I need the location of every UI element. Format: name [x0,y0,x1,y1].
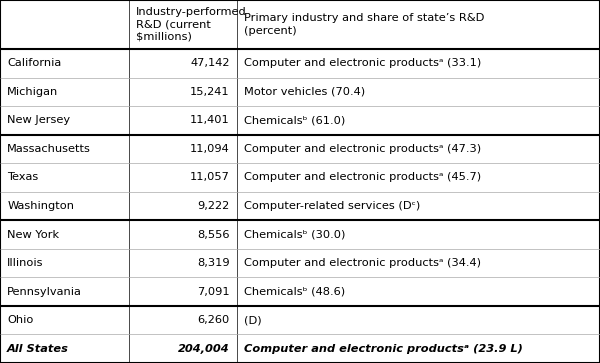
Text: Pennsylvania: Pennsylvania [7,287,82,297]
Text: New Jersey: New Jersey [7,115,70,125]
Text: Chemicalsᵇ (30.0): Chemicalsᵇ (30.0) [244,229,346,240]
Text: 9,222: 9,222 [197,201,230,211]
Text: 11,401: 11,401 [190,115,230,125]
Text: 8,319: 8,319 [197,258,230,268]
Text: 8,556: 8,556 [197,229,230,240]
Text: New York: New York [7,229,59,240]
Text: 204,004: 204,004 [178,344,230,354]
Text: Computer and electronic productsᵃ (23.9 L): Computer and electronic productsᵃ (23.9 … [244,344,523,354]
Text: (D): (D) [244,315,262,325]
Text: Motor vehicles (70.4): Motor vehicles (70.4) [244,87,365,97]
Text: 11,057: 11,057 [190,172,230,183]
Text: Michigan: Michigan [7,87,58,97]
Text: All States: All States [7,344,69,354]
Text: Primary industry and share of state’s R&D
(percent): Primary industry and share of state’s R&… [244,13,485,36]
Text: Massachusetts: Massachusetts [7,144,91,154]
Text: Computer and electronic productsᵃ (33.1): Computer and electronic productsᵃ (33.1) [244,58,481,68]
Text: 11,094: 11,094 [190,144,230,154]
Text: Computer-related services (Dᶜ): Computer-related services (Dᶜ) [244,201,421,211]
Text: 15,241: 15,241 [190,87,230,97]
Text: 47,142: 47,142 [190,58,230,68]
Text: Computer and electronic productsᵃ (47.3): Computer and electronic productsᵃ (47.3) [244,144,481,154]
Text: Industry-performed
R&D (current
$millions): Industry-performed R&D (current $million… [136,7,247,42]
Text: Computer and electronic productsᵃ (45.7): Computer and electronic productsᵃ (45.7) [244,172,481,183]
Text: California: California [7,58,61,68]
Text: Illinois: Illinois [7,258,44,268]
Text: Ohio: Ohio [7,315,34,325]
Text: Chemicalsᵇ (61.0): Chemicalsᵇ (61.0) [244,115,346,125]
Text: Texas: Texas [7,172,38,183]
Text: Computer and electronic productsᵃ (34.4): Computer and electronic productsᵃ (34.4) [244,258,481,268]
Text: 7,091: 7,091 [197,287,230,297]
Text: 6,260: 6,260 [197,315,230,325]
Text: Chemicalsᵇ (48.6): Chemicalsᵇ (48.6) [244,287,346,297]
Text: Washington: Washington [7,201,74,211]
